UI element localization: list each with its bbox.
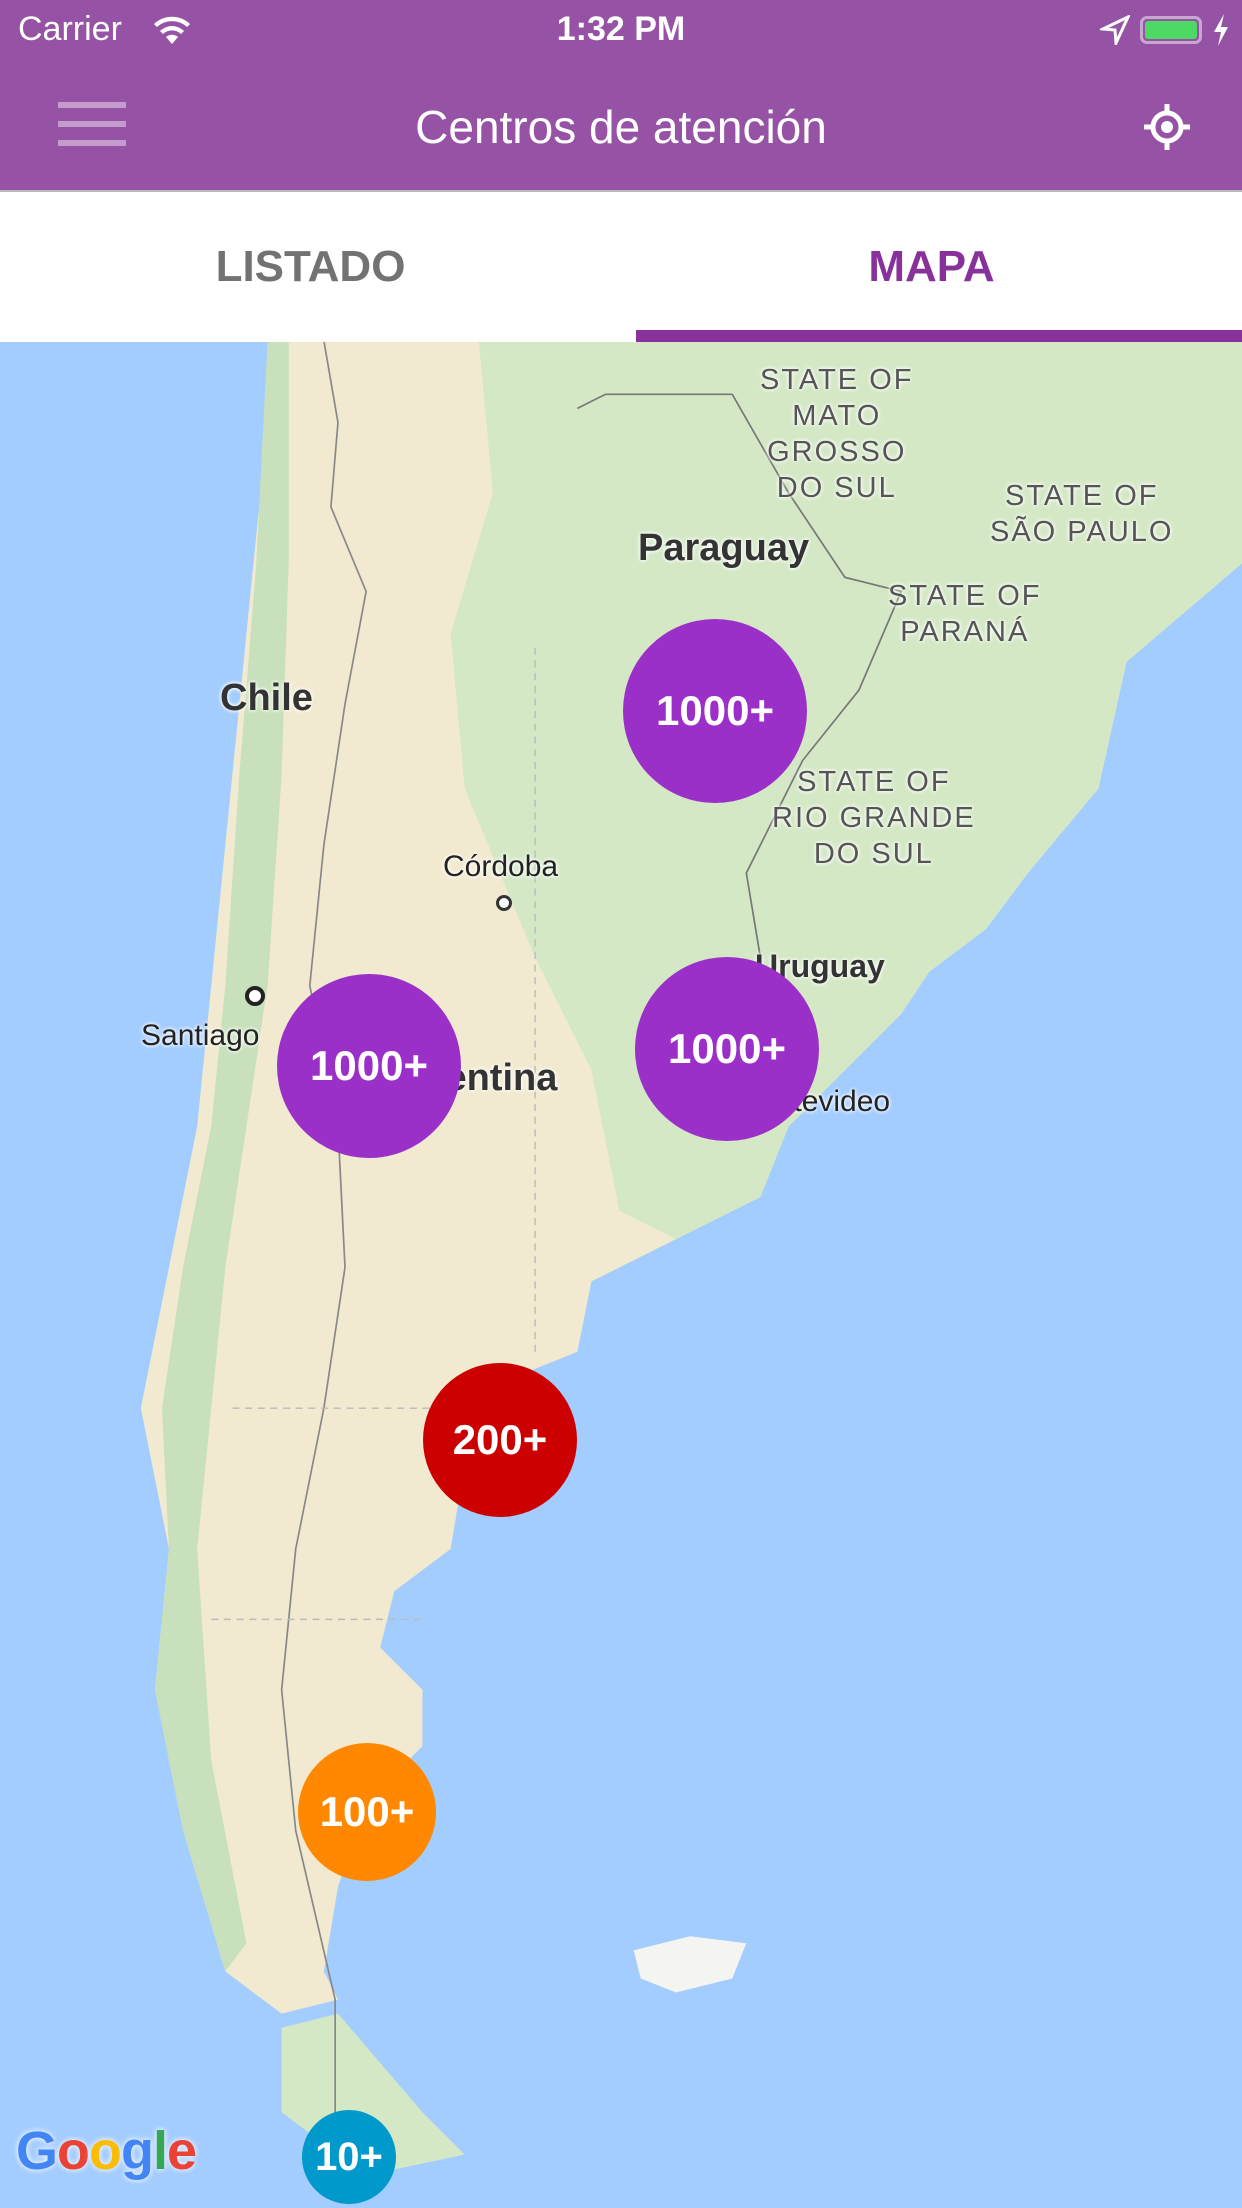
map-label-santiago: Santiago	[141, 1019, 260, 1052]
cluster-marker[interactable]: 10+	[302, 2110, 396, 2204]
status-bar: Carrier 1:32 PM	[0, 0, 1242, 62]
location-arrow-icon	[1100, 15, 1130, 45]
app-header: Centros de atención	[0, 62, 1242, 192]
map-view[interactable]: STATE OF MATO GROSSO DO SUL STATE OF SÃO…	[0, 342, 1242, 2208]
map-tiles	[0, 342, 1242, 2208]
tab-listado[interactable]: LISTADO	[215, 242, 406, 291]
my-location-icon[interactable]	[1142, 102, 1192, 152]
wifi-icon	[154, 16, 190, 44]
google-logo: Google	[16, 2121, 197, 2181]
map-label-parana: STATE OF PARANÁ	[888, 580, 1042, 648]
selected-tab-indicator	[636, 330, 1242, 342]
map-label-mato-grosso-do-sul: STATE OF MATO GROSSO DO SUL	[760, 364, 914, 504]
cluster-marker[interactable]: 1000+	[635, 957, 819, 1141]
map-label-paraguay: Paraguay	[638, 527, 810, 569]
tab-bar: LISTADO MAPA	[0, 192, 1242, 342]
map-label-cordoba: Córdoba	[443, 850, 559, 883]
cluster-marker[interactable]: 100+	[298, 1743, 436, 1881]
page-title: Centros de atención	[415, 101, 827, 153]
cluster-marker[interactable]: 1000+	[277, 974, 461, 1158]
capital-dot	[245, 986, 265, 1006]
battery-icon	[1140, 16, 1202, 44]
hamburger-menu-icon[interactable]	[58, 102, 126, 146]
map-label-rio-grande-do-sul: STATE OF RIO GRANDE DO SUL	[772, 766, 976, 870]
carrier-label: Carrier	[18, 10, 122, 48]
map-label-sao-paulo: STATE OF SÃO PAULO	[990, 480, 1174, 548]
cluster-marker[interactable]: 1000+	[623, 619, 807, 803]
cluster-marker[interactable]: 200+	[423, 1363, 577, 1517]
charging-bolt-icon	[1214, 14, 1228, 46]
tab-mapa[interactable]: MAPA	[868, 242, 995, 291]
city-dot	[496, 895, 512, 911]
falkland-islands	[633, 1936, 747, 1993]
map-label-chile: Chile	[220, 677, 313, 719]
clock: 1:32 PM	[556, 10, 686, 48]
